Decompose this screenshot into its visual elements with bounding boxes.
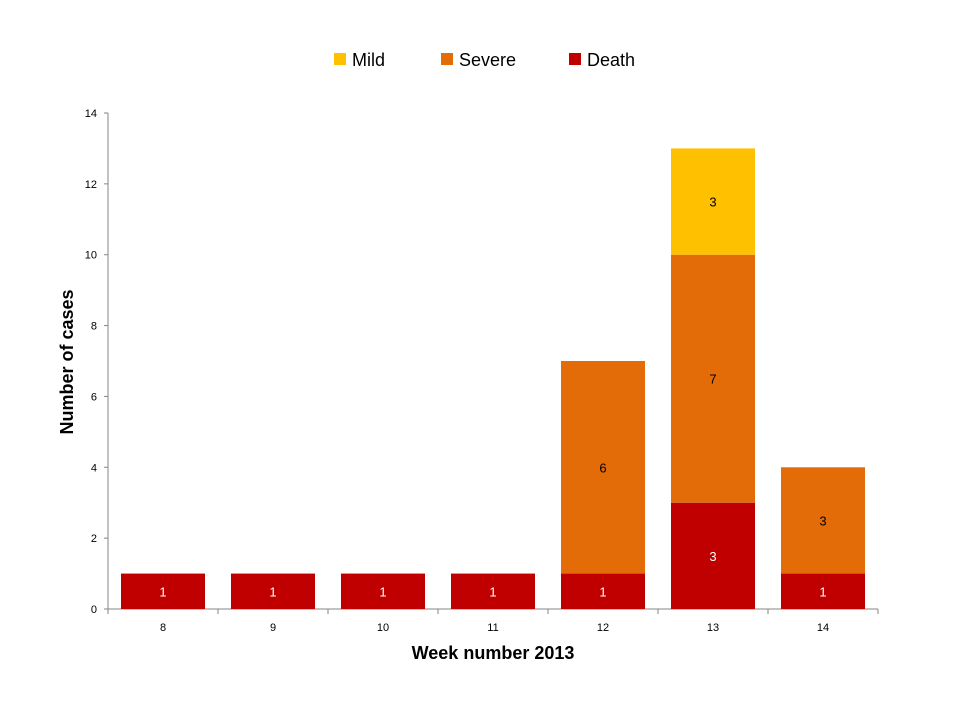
- bar-segment-death: [341, 573, 425, 609]
- legend: Mild Severe Death: [334, 50, 635, 70]
- legend-label-death: Death: [587, 50, 635, 70]
- x-tick-label: 11: [487, 622, 498, 634]
- data-label: 1: [269, 584, 276, 599]
- bar-segment-death: [671, 502, 755, 609]
- bar-segment-mild: [671, 148, 755, 255]
- y-tick-label: 6: [91, 391, 97, 403]
- y-axis-title: Number of cases: [57, 289, 77, 434]
- y-tick-label: 12: [85, 179, 97, 191]
- x-tick-label: 10: [377, 622, 389, 634]
- data-label: 1: [159, 584, 166, 599]
- bar-segment-death: [561, 573, 645, 609]
- x-tick-label: 13: [707, 622, 719, 634]
- legend-label-severe: Severe: [459, 50, 516, 70]
- y-tick-label: 4: [91, 462, 97, 474]
- x-tick-label: 14: [817, 622, 829, 634]
- legend-swatch-severe: [441, 53, 453, 65]
- bars: 1 1 1 1 1 6 3 7 3 1 3: [121, 148, 865, 609]
- y-axis: 0 2 4 6 8 10 12 14: [85, 108, 109, 616]
- data-label: 3: [709, 195, 716, 210]
- bar-segment-severe: [781, 467, 865, 574]
- legend-swatch-death: [569, 53, 581, 65]
- x-tick-label: 8: [160, 622, 166, 634]
- data-label: 6: [599, 460, 606, 475]
- data-label: 1: [489, 584, 496, 599]
- bar-segment-death: [231, 573, 315, 609]
- y-tick-label: 10: [85, 250, 97, 262]
- y-tick-label: 2: [91, 533, 97, 545]
- x-tick-label: 12: [597, 622, 609, 634]
- legend-swatch-mild: [334, 53, 346, 65]
- data-label: 3: [709, 549, 716, 564]
- x-axis-title: Week number 2013: [412, 643, 575, 663]
- data-label: 3: [819, 513, 826, 528]
- y-tick-label: 0: [91, 604, 97, 616]
- y-tick-label: 14: [85, 108, 97, 120]
- legend-label-mild: Mild: [352, 50, 385, 70]
- data-label: 1: [819, 584, 826, 599]
- x-axis: 8 9 10 11 12 13 14: [107, 608, 879, 634]
- bar-segment-death: [781, 573, 865, 609]
- y-tick-label: 8: [91, 321, 97, 333]
- x-tick-label: 9: [270, 622, 276, 634]
- data-label: 7: [709, 372, 716, 387]
- bar-segment-severe: [671, 254, 755, 503]
- bar-segment-death: [451, 573, 535, 609]
- bar-segment-death: [121, 573, 205, 609]
- data-label: 1: [599, 584, 606, 599]
- bar-segment-severe: [561, 361, 645, 574]
- data-label: 1: [379, 584, 386, 599]
